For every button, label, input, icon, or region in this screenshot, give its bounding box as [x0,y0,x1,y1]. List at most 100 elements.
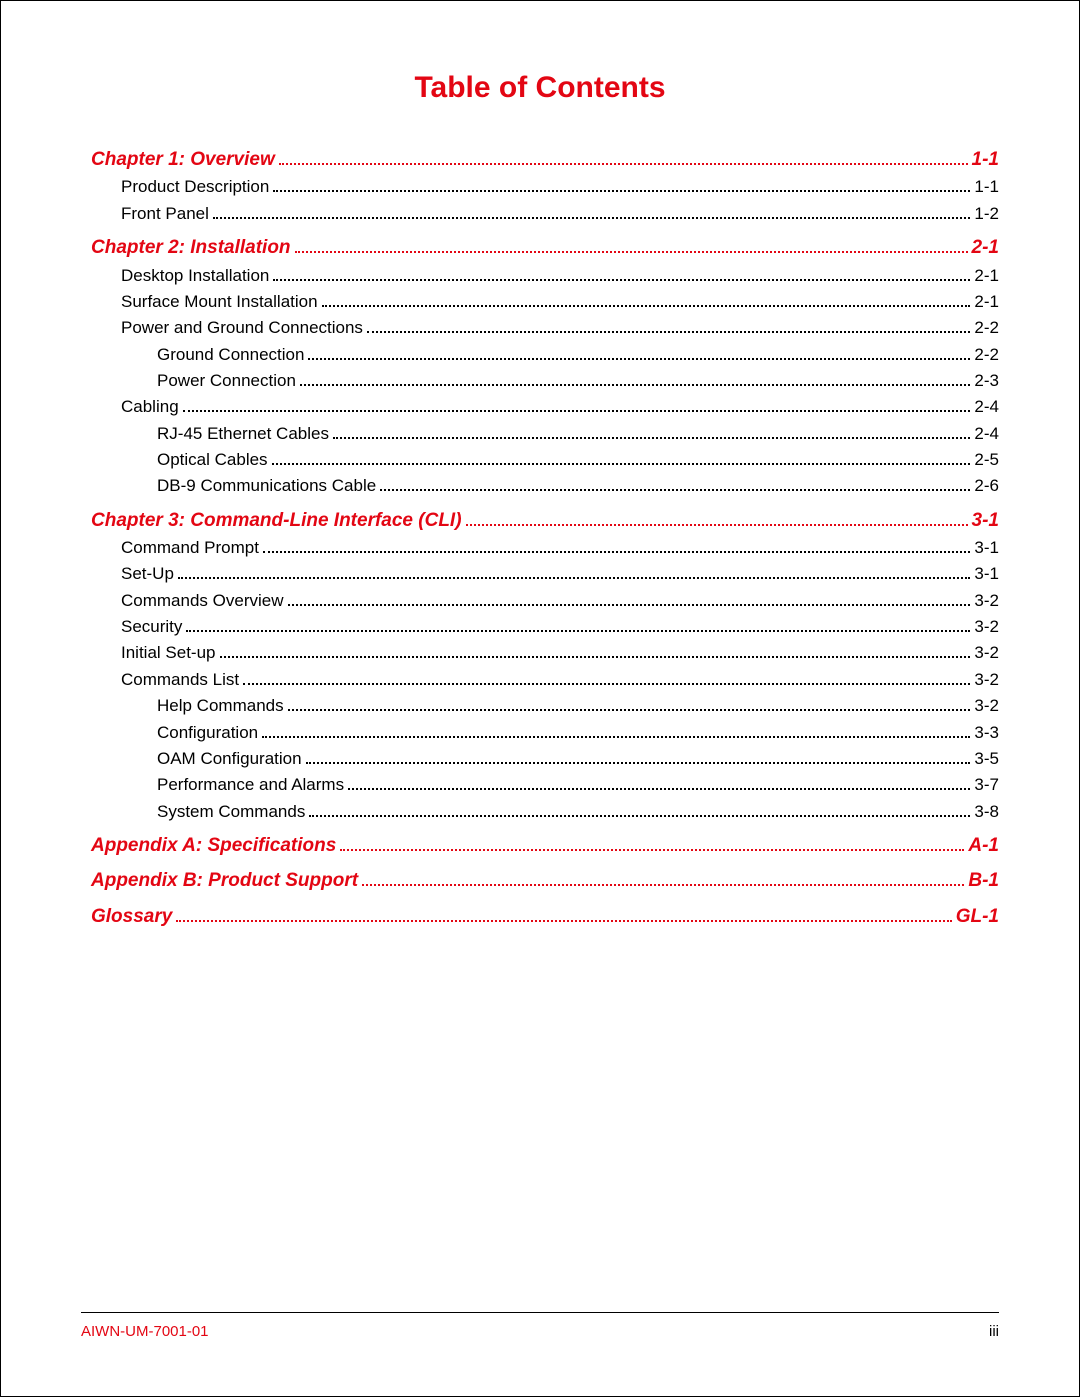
toc-page: 2-5 [974,447,999,473]
toc-leader-dots [333,424,970,438]
toc-leader-dots [466,510,968,526]
toc-leader-dots [279,149,968,165]
toc-chapter[interactable]: Chapter 3: Command-Line Interface (CLI) … [91,506,999,535]
toc-entry[interactable]: Initial Set-up 3-2 [121,640,999,666]
toc-label: Cabling [121,394,179,420]
toc-entry[interactable]: Front Panel 1-2 [121,201,999,227]
page-footer: AIWN-UM-7001-01 iii [81,1312,999,1340]
toc-page: B-1 [968,866,999,895]
toc-entry[interactable]: Ground Connection 2-2 [157,342,999,368]
toc-entry[interactable]: Surface Mount Installation 2-1 [121,289,999,315]
toc-leader-dots [306,749,971,763]
toc-label: DB-9 Communications Cable [157,473,376,499]
toc-leader-dots [309,802,970,816]
toc-leader-dots [186,618,970,632]
toc-label: OAM Configuration [157,746,302,772]
toc-leader-dots [322,292,971,306]
toc-label: Appendix B: Product Support [91,866,358,895]
toc-label: Optical Cables [157,447,268,473]
toc-label: Product Description [121,174,269,200]
toc-leader-dots [367,319,970,333]
toc-leader-dots [272,451,971,465]
toc-leader-dots [308,345,970,359]
toc-entry[interactable]: Set-Up 3-1 [121,561,999,587]
toc-leader-dots [273,178,970,192]
toc-label: Ground Connection [157,342,304,368]
toc-label: Command Prompt [121,535,259,561]
toc-page: 2-4 [974,394,999,420]
toc-page: 3-1 [974,561,999,587]
toc-page: 1-2 [974,201,999,227]
toc-leader-dots [220,644,971,658]
toc-label: Glossary [91,902,172,931]
toc-entry[interactable]: Commands Overview 3-2 [121,588,999,614]
toc-chapter[interactable]: Appendix A: Specifications A-1 [91,831,999,860]
toc-leader-dots [262,723,970,737]
toc-chapter[interactable]: Chapter 1: Overview 1-1 [91,145,999,174]
toc-chapter[interactable]: Glossary GL-1 [91,902,999,931]
toc-page: 2-1 [972,233,999,262]
toc-entry[interactable]: Optical Cables 2-5 [157,447,999,473]
toc-leader-dots [273,266,970,280]
toc-page: 3-2 [974,614,999,640]
toc-label: Performance and Alarms [157,772,344,798]
toc-entry[interactable]: Cabling 2-4 [121,394,999,420]
toc-page: 3-1 [974,535,999,561]
toc-label: Help Commands [157,693,284,719]
toc-entry[interactable]: Command Prompt 3-1 [121,535,999,561]
toc-leader-dots [183,398,971,412]
toc-page: 3-2 [974,588,999,614]
toc-label: Commands Overview [121,588,284,614]
toc-entry[interactable]: Security 3-2 [121,614,999,640]
toc-chapter[interactable]: Appendix B: Product Support B-1 [91,866,999,895]
toc-entry[interactable]: Power Connection 2-3 [157,368,999,394]
toc-entry[interactable]: Desktop Installation 2-1 [121,263,999,289]
toc-label: Chapter 2: Installation [91,233,291,262]
toc-entry[interactable]: OAM Configuration 3-5 [157,746,999,772]
toc-label: Power and Ground Connections [121,315,363,341]
toc-entry[interactable]: Configuration 3-3 [157,720,999,746]
toc-entry[interactable]: System Commands 3-8 [157,799,999,825]
table-of-contents: Chapter 1: Overview 1-1Product Descripti… [81,145,999,931]
toc-page: 3-3 [974,720,999,746]
toc-entry[interactable]: DB-9 Communications Cable 2-6 [157,473,999,499]
toc-page: 2-2 [974,342,999,368]
toc-label: Desktop Installation [121,263,269,289]
toc-label: Chapter 1: Overview [91,145,275,174]
page-content: Table of Contents Chapter 1: Overview 1-… [81,71,999,1306]
toc-page: GL-1 [956,902,999,931]
toc-page: 2-4 [974,421,999,447]
toc-page: 2-1 [974,289,999,315]
toc-entry[interactable]: Commands List 3-2 [121,667,999,693]
toc-page: 2-1 [974,263,999,289]
toc-leader-dots [300,372,971,386]
toc-leader-dots [295,237,968,253]
toc-label: Front Panel [121,201,209,227]
toc-label: Surface Mount Installation [121,289,318,315]
toc-page: 2-6 [974,473,999,499]
toc-label: System Commands [157,799,305,825]
toc-leader-dots [288,591,971,605]
toc-label: Commands List [121,667,239,693]
toc-leader-dots [263,539,970,553]
page-title: Table of Contents [81,71,999,105]
toc-leader-dots [213,204,971,218]
toc-chapter[interactable]: Chapter 2: Installation 2-1 [91,233,999,262]
toc-entry[interactable]: RJ-45 Ethernet Cables 2-4 [157,421,999,447]
toc-entry[interactable]: Performance and Alarms 3-7 [157,772,999,798]
toc-label: Security [121,614,182,640]
toc-leader-dots [288,697,971,711]
toc-label: Appendix A: Specifications [91,831,336,860]
toc-label: Set-Up [121,561,174,587]
toc-entry[interactable]: Power and Ground Connections 2-2 [121,315,999,341]
toc-entry[interactable]: Product Description 1-1 [121,174,999,200]
toc-label: RJ-45 Ethernet Cables [157,421,329,447]
toc-leader-dots [243,670,970,684]
toc-page: 3-8 [974,799,999,825]
toc-label: Power Connection [157,368,296,394]
toc-entry[interactable]: Help Commands 3-2 [157,693,999,719]
toc-label: Initial Set-up [121,640,216,666]
toc-leader-dots [362,870,964,886]
toc-page: 3-5 [974,746,999,772]
toc-leader-dots [348,776,970,790]
